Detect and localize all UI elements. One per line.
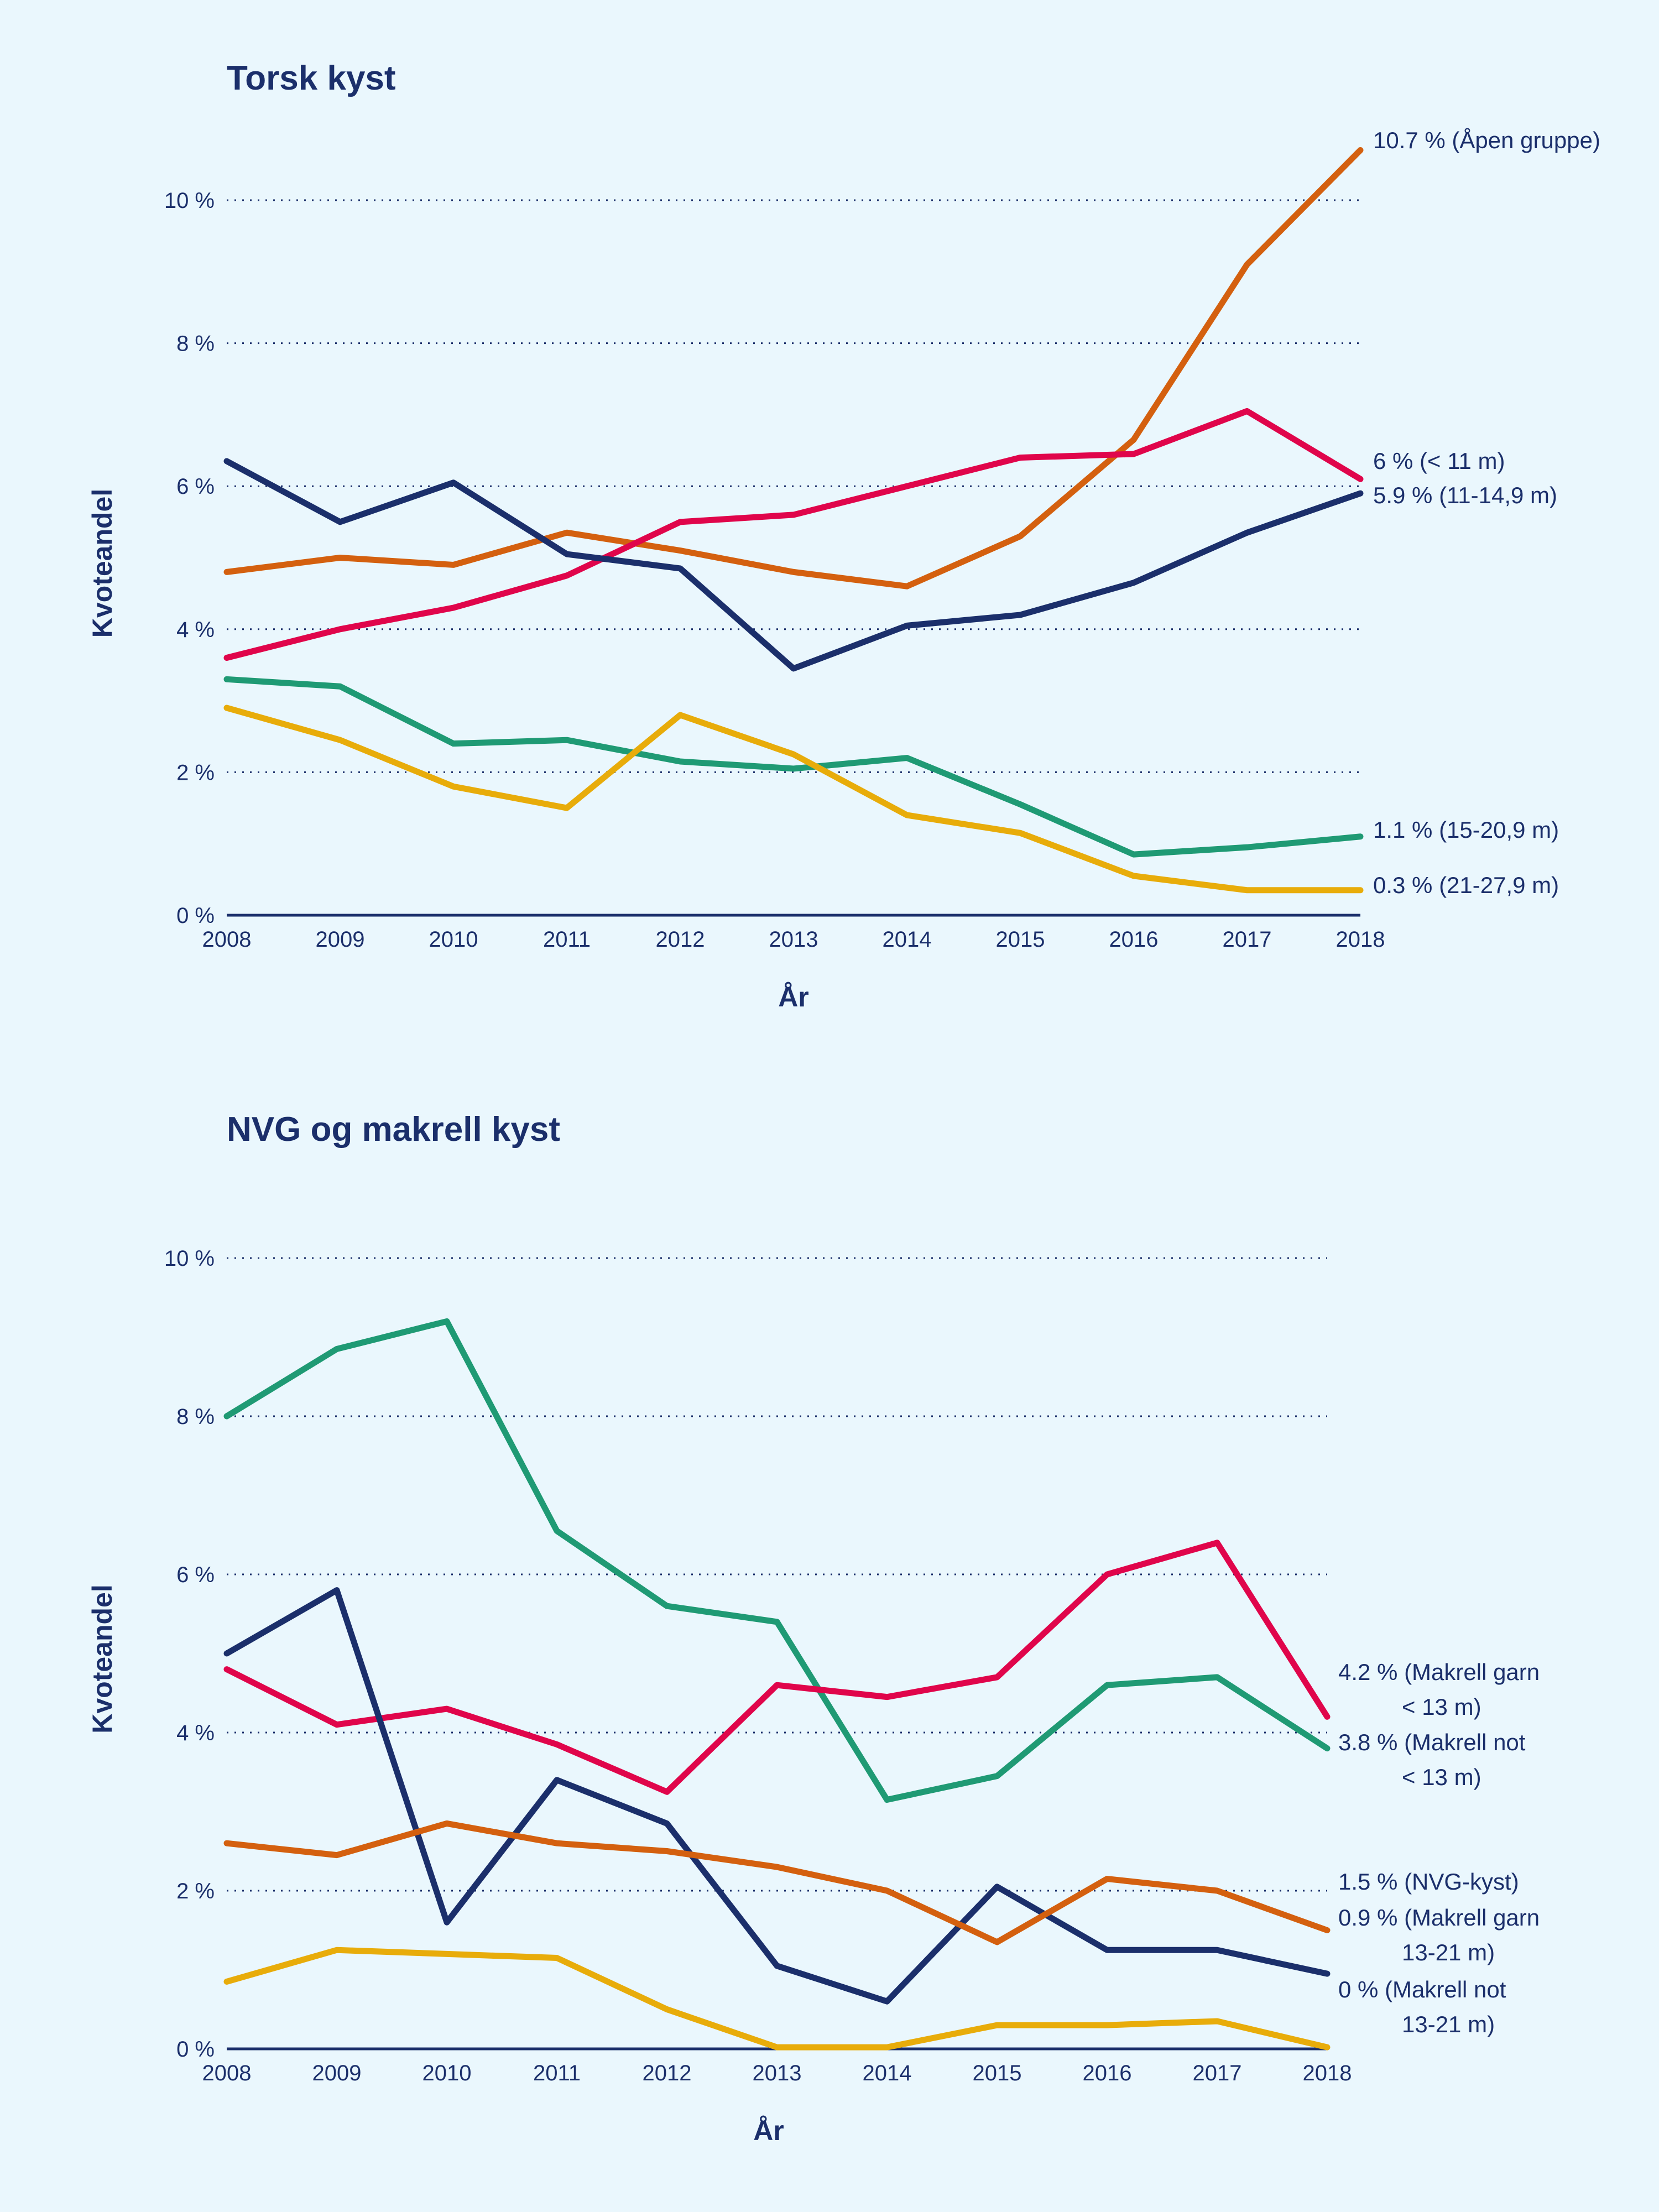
series-line-11-14-9-m (223, 458, 1364, 672)
chart-title: NVG og makrell kyst (227, 1110, 560, 1149)
series-line-makrell-not-13-m (223, 1318, 1331, 1803)
x-tick-label: 2013 (753, 2061, 802, 2085)
series-end-label: < 13 m) (1402, 1764, 1481, 1790)
series-line-makrell-garn-13-m (223, 1540, 1331, 1795)
series-end-label: 0.3 % (21-27,9 m) (1373, 872, 1559, 898)
x-tick-label: 2015 (996, 927, 1045, 952)
y-tick-label: 6 % (176, 1563, 215, 1587)
y-tick-label: 4 % (176, 618, 215, 642)
series-end-label: 1.5 % (NVG-kyst) (1338, 1869, 1519, 1895)
x-axis-title: År (753, 2115, 784, 2146)
y-tick-label: 10 % (164, 1246, 215, 1271)
x-tick-label: 2018 (1336, 927, 1385, 952)
series-end-label: 4.2 % (Makrell garn (1338, 1659, 1540, 1685)
y-axis-title: Kvoteandel (87, 489, 118, 638)
x-tick-label: 2011 (533, 2061, 581, 2085)
x-tick-label: 2009 (312, 2061, 362, 2085)
y-tick-label: 10 % (164, 189, 215, 213)
x-tick-label: 2017 (1223, 927, 1272, 952)
series-line-21-27-9-m (223, 705, 1364, 894)
x-tick-label: 2014 (883, 927, 932, 952)
x-tick-label: 2012 (643, 2061, 692, 2085)
series-end-label: 10.7 % (Åpen gruppe) (1373, 127, 1600, 153)
y-tick-label: 2 % (176, 760, 215, 785)
series-line-15-20-9-m (223, 676, 1364, 858)
x-tick-label: 2016 (1109, 927, 1159, 952)
y-tick-label: 0 % (176, 2037, 215, 2062)
series-end-label: 13-21 m) (1402, 2011, 1495, 2037)
series-end-label: 0.9 % (Makrell garn (1338, 1905, 1540, 1931)
x-tick-label: 2013 (769, 927, 818, 952)
series-end-label: 5.9 % (11-14,9 m) (1373, 482, 1557, 508)
series-line-11-m (223, 408, 1364, 661)
chart-nvg-og-makrell-kyst: NVG og makrell kyst 0 % 2 % 4 % 6 % 8 % 10 % 20… (87, 1110, 1540, 2146)
x-tick-label: 2008 (202, 2061, 252, 2085)
x-tick-label: 2018 (1303, 2061, 1352, 2085)
x-tick-label: 2008 (202, 927, 252, 952)
y-tick-label: 2 % (176, 1879, 215, 1903)
y-tick-label: 0 % (176, 904, 215, 928)
x-tick-label: 2014 (863, 2061, 912, 2085)
series-end-label: 0 % (Makrell not (1338, 1976, 1506, 2002)
series-end-label: 1.1 % (15-20,9 m) (1373, 817, 1559, 843)
y-axis-title: Kvoteandel (87, 1584, 118, 1734)
x-tick-label: 2017 (1193, 2061, 1242, 2085)
chart-torsk-kyst: Torsk kyst 0 % 2 % 4 % 6 % 8 % 10 % 2008 2009 201… (87, 59, 1600, 1013)
x-tick-label: 2009 (316, 927, 365, 952)
series-line-makrell-garn-13-21-m (223, 1587, 1331, 2005)
x-tick-label: 2010 (422, 2061, 472, 2085)
y-tick-label: 4 % (176, 1721, 215, 1745)
series-end-label: < 13 m) (1402, 1694, 1481, 1720)
x-tick-label: 2011 (543, 927, 591, 952)
series-end-label: 13-21 m) (1402, 1939, 1495, 1965)
y-tick-label: 6 % (176, 474, 215, 499)
y-tick-label: 8 % (176, 332, 215, 356)
series-end-label: 6 % (< 11 m) (1373, 448, 1505, 474)
y-tick-label: 8 % (176, 1405, 215, 1429)
x-tick-label: 2010 (429, 927, 478, 952)
x-tick-label: 2012 (656, 927, 705, 952)
x-tick-label: 2015 (973, 2061, 1022, 2085)
series-end-label: 3.8 % (Makrell not (1338, 1729, 1526, 1755)
x-tick-label: 2016 (1083, 2061, 1132, 2085)
x-axis-title: År (778, 982, 809, 1013)
series-line-makrell-not-13-21-m (223, 1947, 1331, 2051)
series-line-apen-gruppe (223, 147, 1364, 589)
chart-title: Torsk kyst (227, 59, 396, 97)
series-line-nvg-kyst (223, 1820, 1331, 1945)
